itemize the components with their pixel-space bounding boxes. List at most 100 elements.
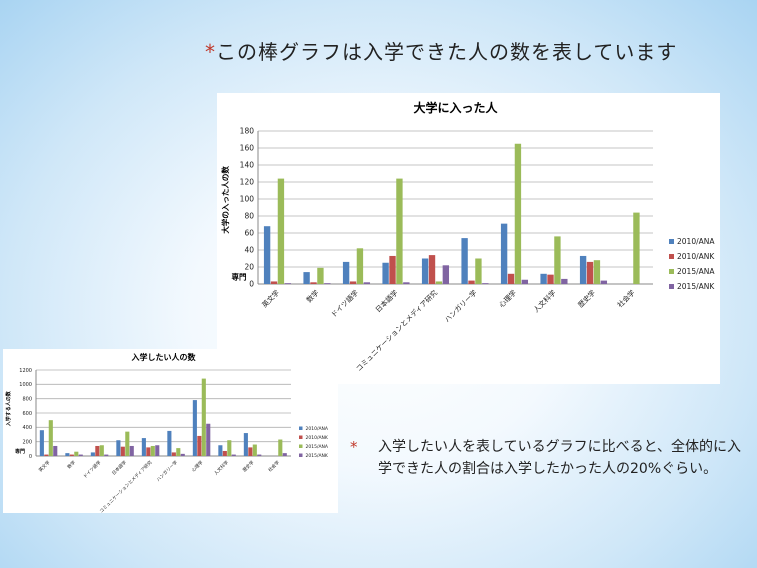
- bar: [263, 226, 271, 284]
- bar: [317, 267, 324, 284]
- bar: [540, 273, 547, 284]
- legend-swatch: [669, 254, 674, 259]
- y-tick-label: 120: [240, 178, 255, 187]
- y-tick-label: 160: [240, 144, 255, 153]
- legend-entry: 2015/ANA: [677, 267, 715, 276]
- x-tick-label: 歴史学: [576, 288, 597, 309]
- bar: [428, 255, 436, 284]
- slide-title: *この棒グラフは入学できた人の数を表しています: [205, 36, 677, 65]
- y-tick-label: 100: [240, 195, 255, 204]
- bar: [146, 447, 151, 456]
- bar: [396, 178, 403, 284]
- x-tick-label: 歴史学: [241, 459, 256, 474]
- x-tick-label: コミュニケーションとメディア研究: [354, 288, 439, 373]
- x-tick-label: ハンガリー学: [443, 288, 479, 324]
- x-tick-label: 心理学: [497, 288, 518, 309]
- y-tick-label: 600: [22, 411, 32, 417]
- comparison-note-text: 入学したい人を表しているグラフに比べると、全体的に入学できた人の割合は入学したか…: [378, 439, 742, 477]
- bar: [125, 431, 130, 456]
- bar: [421, 258, 429, 284]
- bar: [382, 262, 389, 284]
- bar: [141, 438, 146, 456]
- bar: [53, 445, 58, 456]
- y-tick-label: 140: [240, 161, 255, 170]
- bar: [303, 272, 310, 284]
- bar: [282, 453, 287, 456]
- legend-swatch: [299, 426, 303, 430]
- bar: [155, 445, 160, 456]
- x-tick-label: 社会学: [615, 288, 636, 309]
- bar: [521, 279, 529, 284]
- x-tick-label: 人文科学: [212, 459, 230, 477]
- bar: [120, 446, 125, 456]
- x-tick-label: 英文学: [260, 288, 281, 309]
- bar: [197, 435, 202, 456]
- bar: [222, 450, 227, 456]
- legend-entry: 2015/ANK: [677, 282, 715, 291]
- bar: [284, 283, 292, 284]
- y-tick-label: 1200: [19, 368, 32, 374]
- bar: [342, 261, 350, 284]
- bar: [243, 433, 248, 456]
- bar: [248, 447, 253, 456]
- bar: [442, 265, 450, 284]
- legend-swatch: [669, 239, 674, 244]
- bar: [547, 274, 554, 284]
- bar: [475, 258, 482, 284]
- bar: [39, 430, 44, 456]
- legend-entry: 2015/ANK: [306, 453, 329, 459]
- y-tick-label: 1000: [19, 382, 32, 388]
- y-tick-label: 180: [240, 127, 255, 136]
- bar: [579, 255, 587, 284]
- legend-swatch: [299, 435, 303, 439]
- note-bullet-star: *: [350, 438, 358, 456]
- x-axis-label: 専門: [15, 448, 25, 455]
- bar: [356, 248, 364, 284]
- bar: [116, 440, 121, 456]
- bar: [507, 273, 515, 284]
- legend-swatch: [299, 444, 303, 448]
- legend-entry: 2010/ANK: [677, 252, 715, 261]
- bar: [270, 281, 278, 284]
- bar: [500, 223, 508, 284]
- x-tick-label: ハンガリー学: [155, 459, 179, 483]
- bar: [218, 445, 223, 456]
- bar: [310, 282, 317, 284]
- bar: [561, 278, 568, 284]
- bar: [633, 212, 640, 284]
- y-axis-label: 大学の入った人の数: [220, 166, 230, 234]
- bar: [78, 454, 83, 456]
- bar: [90, 452, 95, 456]
- bar: [586, 261, 594, 284]
- x-axis-label: 専門: [232, 272, 247, 282]
- bar: [461, 238, 468, 284]
- x-tick-label: 数学: [66, 459, 78, 471]
- chart-admitted: 大学に入った人 0 20 40 60 80 100 120 140 160 180 大学の入った人の数…: [220, 100, 715, 373]
- bar: [252, 444, 257, 456]
- y-tick-label: 800: [22, 396, 32, 402]
- bar: [171, 452, 176, 456]
- bar: [44, 454, 49, 456]
- bar: [129, 445, 134, 456]
- bar: [201, 378, 206, 456]
- bar: [65, 453, 70, 456]
- x-tick-label: 社会学: [266, 459, 281, 474]
- bar: [95, 445, 100, 456]
- title-bullet-star: *: [205, 40, 216, 64]
- bar: [74, 451, 79, 456]
- bar: [554, 236, 561, 284]
- x-tick-label: 日本語学: [373, 288, 399, 314]
- bar: [278, 439, 283, 456]
- bar: [435, 281, 443, 284]
- legend-entry: 2015/ANA: [306, 444, 329, 450]
- chart-applicants-panel: 入学したい人の数 0 200 400 600 800 1000 1200 入学する人の数 専門 英文…: [3, 349, 338, 515]
- y-tick-label: 0: [29, 454, 32, 460]
- bar: [227, 440, 232, 456]
- legend-entry: 2010/ANA: [677, 237, 715, 246]
- bar: [69, 454, 74, 456]
- bar: [324, 283, 331, 284]
- bar: [231, 454, 236, 456]
- x-tick-label: ドイツ語学: [329, 288, 360, 319]
- bar: [48, 420, 53, 456]
- bar: [180, 453, 185, 456]
